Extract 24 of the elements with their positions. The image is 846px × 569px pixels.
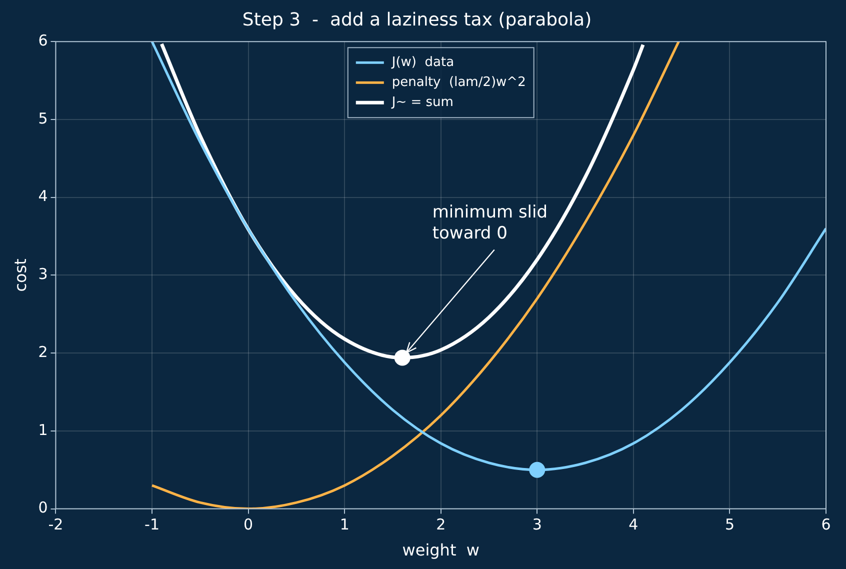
x-tick-label: 2 bbox=[436, 516, 446, 534]
x-tick-label: 3 bbox=[532, 516, 542, 534]
y-tick-label: 0 bbox=[38, 498, 48, 517]
annotation: minimum slid toward 0 bbox=[432, 202, 548, 244]
x-tick-label: 4 bbox=[628, 516, 638, 534]
y-tick-label: 1 bbox=[38, 420, 48, 439]
x-tick-label: 5 bbox=[724, 516, 734, 534]
x-tick-label: -1 bbox=[144, 516, 160, 534]
y-tick-label: 4 bbox=[38, 187, 48, 206]
y-axis-title: cost bbox=[10, 258, 30, 292]
x-tick-label: -2 bbox=[48, 516, 64, 534]
x-tick-label: 0 bbox=[244, 516, 254, 534]
chart-title: Step 3 - add a laziness tax (parabola) bbox=[242, 9, 592, 30]
y-tick-label: 5 bbox=[38, 109, 48, 128]
legend-label: J(w) data bbox=[390, 54, 454, 70]
x-tick-label: 1 bbox=[340, 516, 350, 534]
x-axis-title: weight w bbox=[402, 540, 480, 560]
y-tick-label: 6 bbox=[38, 31, 48, 50]
x-tick-label: 6 bbox=[821, 516, 831, 534]
y-tick-label: 2 bbox=[38, 342, 48, 361]
legend-label: J~ = sum bbox=[390, 94, 454, 110]
y-tick-label: 3 bbox=[38, 265, 48, 284]
legend-label: penalty (lam/2)w^2 bbox=[392, 74, 526, 90]
line-series bbox=[150, 42, 680, 509]
